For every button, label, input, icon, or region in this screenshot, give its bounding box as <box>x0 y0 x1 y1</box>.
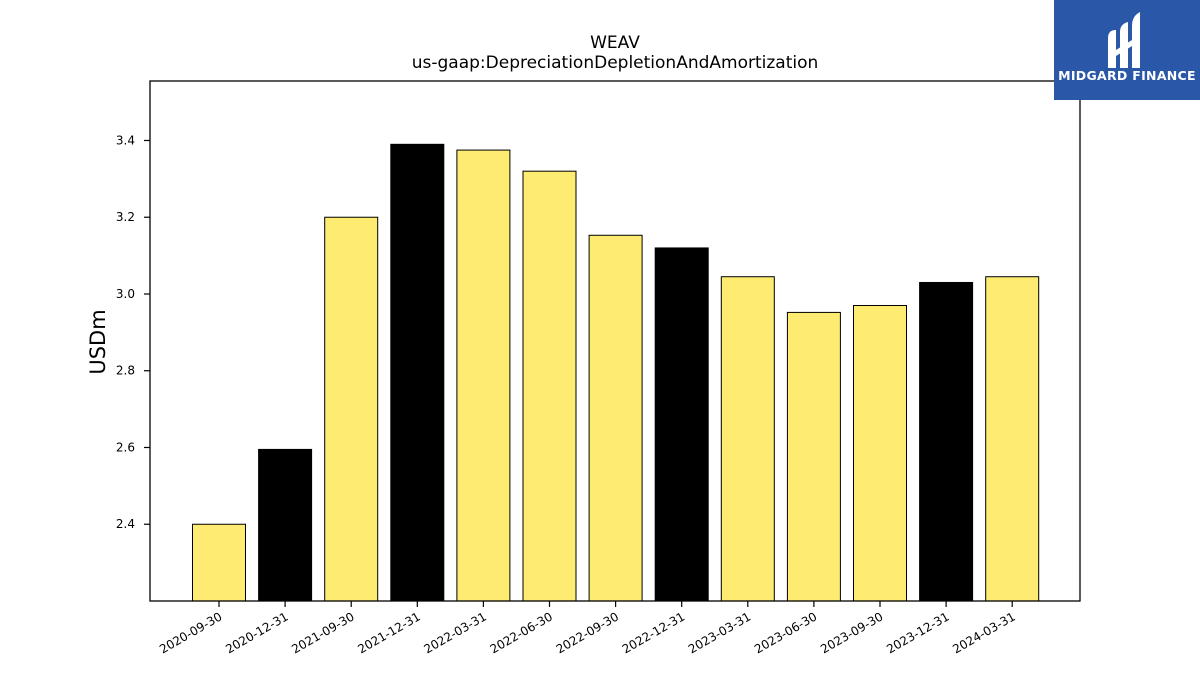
bar <box>985 276 1040 602</box>
x-axis: 2020-09-302020-12-312021-09-302021-12-31… <box>157 601 1018 656</box>
x-tick-label: 2023-12-31 <box>884 609 951 656</box>
y-tick-label: 2.4 <box>116 517 135 531</box>
x-tick-label: 2021-09-30 <box>289 609 356 656</box>
y-tick-label: 3.2 <box>116 210 135 224</box>
plot-frame <box>149 80 1081 602</box>
x-tick-label: 2020-09-30 <box>157 609 224 656</box>
x-tick-label: 2022-09-30 <box>554 609 621 656</box>
bar <box>588 234 643 602</box>
bar <box>192 523 246 602</box>
x-tick-label: 2023-06-30 <box>752 609 819 656</box>
bar <box>258 448 313 602</box>
bar <box>456 149 511 602</box>
y-axis-label: USDm <box>86 309 110 375</box>
bar <box>324 216 379 602</box>
bar <box>786 311 841 602</box>
x-tick-label: 2023-03-31 <box>686 609 753 656</box>
y-tick-label: 2.8 <box>116 364 135 378</box>
x-tick-label: 2024-03-31 <box>950 609 1017 656</box>
x-tick-label: 2022-12-31 <box>620 609 687 656</box>
bar <box>919 281 974 602</box>
y-tick-label: 2.6 <box>116 440 135 454</box>
x-tick-label: 2022-03-31 <box>421 609 488 656</box>
bar <box>390 143 445 602</box>
bar <box>720 276 775 602</box>
x-tick-label: 2022-06-30 <box>488 609 555 656</box>
chart-subtitle: us-gaap:DepreciationDepletionAndAmortiza… <box>411 53 819 73</box>
midgard-finance-logo: MIDGARD FINANCE <box>1054 0 1200 100</box>
midgard-logo-icon <box>1108 12 1140 68</box>
x-tick-label: 2023-09-30 <box>818 609 885 656</box>
chart-title: WEAV <box>590 33 640 53</box>
x-tick-label: 2020-12-31 <box>223 609 290 656</box>
y-tick-label: 3.4 <box>116 133 135 147</box>
bar <box>654 247 709 602</box>
y-tick-label: 3.0 <box>116 287 135 301</box>
x-tick-label: 2021-12-31 <box>355 609 422 656</box>
bar <box>522 170 577 602</box>
logo-text: MIDGARD FINANCE <box>1058 68 1196 83</box>
y-axis: 2.4 2.6 2.8 3.0 3.2 3.4 <box>116 133 150 531</box>
bars-group <box>192 143 1040 602</box>
bar <box>853 305 907 602</box>
